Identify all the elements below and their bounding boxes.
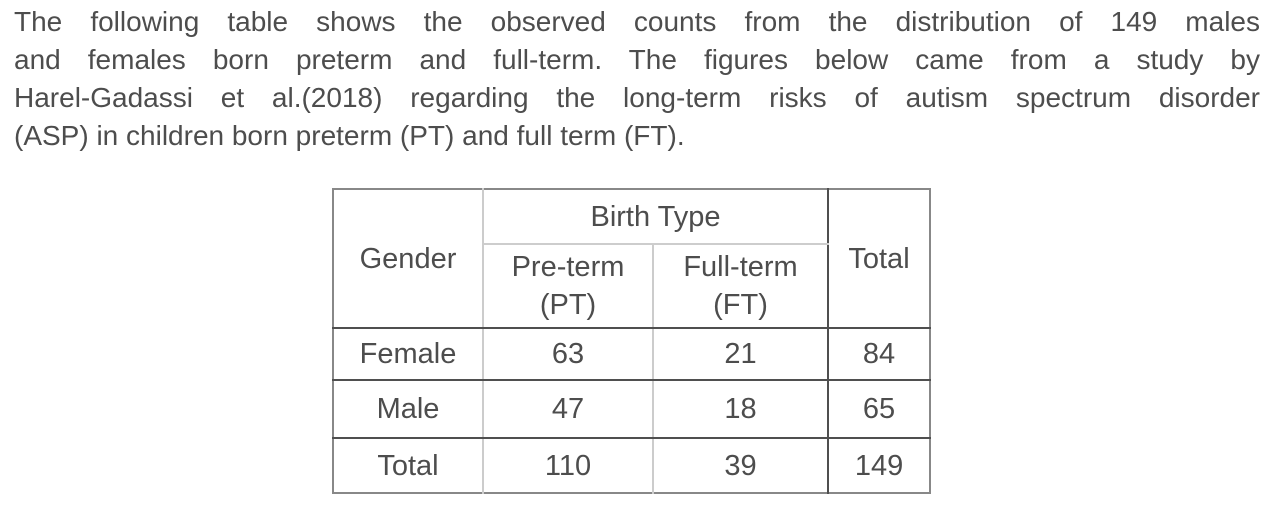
row-label-cell: Female [333,328,484,381]
table-row-male: Male 47 18 65 [333,380,931,439]
count-cell-male-preterm: 47 [483,380,654,439]
count-cell-total-preterm: 110 [483,438,654,493]
table-row-female: Female 63 21 84 [333,328,931,381]
count-cell-female-total: 84 [828,328,931,381]
table-row-header-group: Gender Birth Type Total [333,189,931,329]
paragraph-line: and females born preterm and full-term. … [14,44,1260,75]
paragraph-line: The following table shows the observed c… [14,6,1260,37]
count-cell-female-preterm: 63 [483,328,654,381]
count-cell-male-fullterm: 18 [653,380,830,439]
question-paragraph: The following table shows the observed c… [14,3,1260,155]
count-cell-total-fullterm: 39 [653,438,830,493]
count-cell-male-total: 65 [828,380,931,439]
row-label-cell: Total [333,438,484,493]
observed-counts-table: Gender Birth Type Total Pre-term (PT) Fu… [332,188,932,494]
paragraph-line: Harel-Gadassi et al.(2018) regarding the… [14,82,1260,113]
count-cell-grand-total: 149 [854,449,904,482]
count-cell-female-fullterm: 21 [653,328,830,381]
gender-header-cell: Gender [333,189,484,329]
total-column-header-cell: Total [828,189,931,329]
paragraph-line: (ASP) in children born preterm (PT) and … [14,120,685,151]
birth-type-header-cell: Birth Type [483,189,830,245]
table-row-total: Total 110 39 149 [333,438,930,493]
fullterm-header-cell: Full-term (FT) [653,244,830,329]
table-row-subheader: Pre-term (PT) Full-term (FT) [333,244,930,329]
row-label-cell: Male [333,380,484,439]
preterm-header-cell: Pre-term (PT) [483,244,654,329]
